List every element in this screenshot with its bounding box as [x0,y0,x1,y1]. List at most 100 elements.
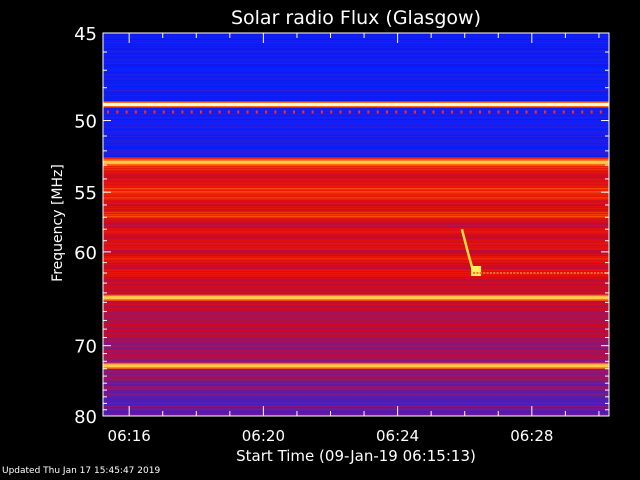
burst-trail [536,271,539,274]
spectrogram-row [103,328,609,330]
plot-background [103,33,609,417]
spectrogram-row [103,143,609,145]
spectrogram-row [103,349,609,351]
spectrogram-row [103,33,609,35]
interference-mark [237,110,240,114]
interference-mark [599,110,602,114]
spectrogram-row [103,231,609,233]
spectrogram-row [103,192,609,194]
burst-trail [550,271,553,274]
spectrogram-row [103,281,609,283]
spectrogram-row [103,98,609,100]
spectrogram-row [103,209,609,211]
spectrogram-row [103,237,609,239]
spectrogram-row [103,408,609,410]
spectrogram-row [103,133,609,135]
burst-trail [486,271,489,274]
spectrogram-row [103,311,609,313]
spectrogram-row [103,132,609,134]
spectrogram-row [103,269,609,271]
spectrogram-row [103,338,609,340]
spectrogram-row [103,61,609,63]
spectrogram-row [103,66,609,68]
spectrogram-row [103,306,609,308]
spectrogram-row [103,179,609,181]
spectrogram-row [103,173,609,175]
spectrogram-row [103,206,609,208]
spectrogram-row [103,249,609,251]
spectrogram-row [103,50,609,52]
spectrogram-row [103,151,609,153]
bright-band [103,296,609,300]
spectrogram-row [103,181,609,183]
spectrogram-row [103,77,609,79]
spectrogram-row [103,42,609,44]
spectrogram-row [103,186,609,188]
burst-trail [546,271,549,274]
spectrogram-row [103,282,609,284]
spectrogram-row [103,378,609,380]
spectrogram-row [103,388,609,390]
interference-mark [339,110,342,114]
spectrogram-row [103,218,609,220]
spectrogram-row [103,169,609,171]
spectrogram-row [103,93,609,95]
spectrogram-row [103,136,609,138]
spectrogram-row [103,117,609,119]
spectrogram-row [103,178,609,180]
y-tick-label: 80 [74,407,97,428]
spectrogram-row [103,265,609,267]
spectrogram-row [103,326,609,328]
burst-trail [593,271,596,274]
interference-mark [544,110,547,114]
spectrogram-row [103,248,609,250]
spectrogram-row [103,331,609,333]
spectrogram-row [103,233,609,235]
spectrogram-row [103,72,609,74]
spectrogram-row [103,172,609,174]
spectrogram-row [103,329,609,331]
spectrogram-row [103,73,609,75]
spectrogram-row [103,257,609,259]
spectrogram-row [103,293,609,295]
interference-mark [590,110,593,114]
spectrogram-row [103,87,609,89]
spectrogram-row [103,113,609,115]
spectrogram-row [103,357,609,359]
spectrogram-row [103,108,609,110]
spectrogram-row [103,343,609,345]
spectrogram-row [103,85,609,87]
spectrogram-row [103,398,609,400]
spectrogram-row [103,128,609,130]
spectrogram-row [103,391,609,393]
y-axis: 45 50 55 60 70 80 [74,24,609,428]
spectrogram-row [103,64,609,66]
spectrogram-row [103,274,609,276]
spectrogram-row [103,361,609,363]
spectrogram-row [103,149,609,151]
spectrogram-row [103,271,609,273]
spectrogram-row [103,405,609,407]
burst-trail [573,271,576,274]
spectrogram-row [103,256,609,258]
spectrogram-row [103,284,609,286]
interference-mark [209,110,212,114]
spectrogram-row [103,317,609,319]
spectrogram-row [103,216,609,218]
spectrogram-row [103,399,609,401]
interference-mark [386,110,388,114]
spectrogram-row [103,35,609,37]
spectrogram-row [103,88,609,90]
burst-trail [543,271,546,274]
spectrogram-row [103,277,609,279]
spectrogram-row [103,242,609,244]
spectrogram-row [103,148,609,150]
spectrogram-row [103,280,609,282]
spectrogram-row [103,413,609,415]
spectrogram-row [103,193,609,195]
spectrogram-row [103,345,609,347]
spectrogram-row [103,175,609,177]
spectrogram-row [103,246,609,248]
spectrogram-row [103,99,609,101]
spectrogram-row [103,123,609,125]
